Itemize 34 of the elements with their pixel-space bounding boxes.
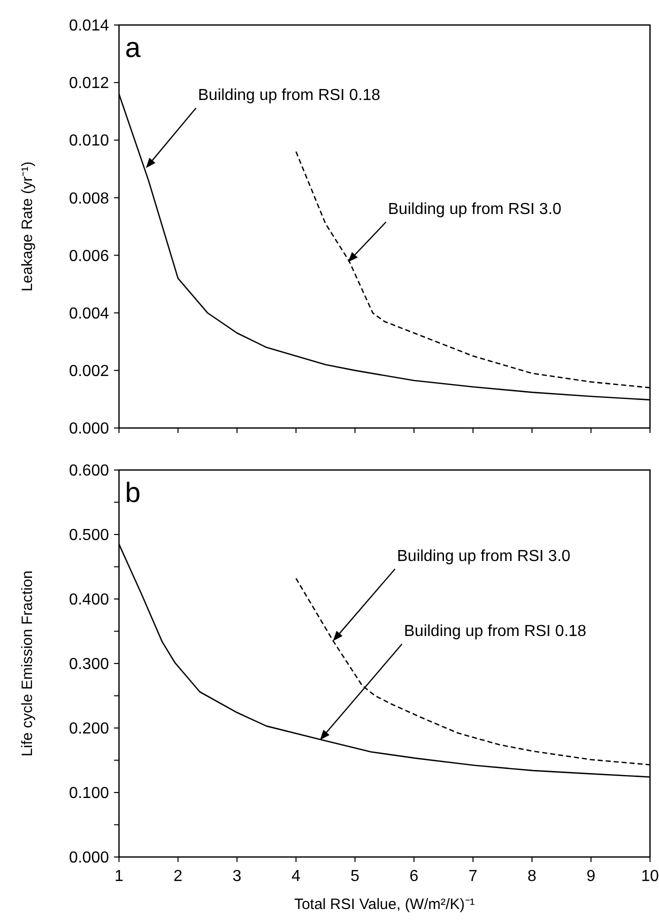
y-tick-label: 0.008 [68, 190, 110, 208]
chart-title: a [125, 32, 141, 63]
x-tick-label: 5 [350, 868, 360, 885]
y-tick-label: 0.000 [68, 420, 110, 438]
y-tick-label: 0.500 [68, 527, 110, 544]
x-tick-label: 1 [114, 868, 124, 885]
x-tick-label: 2 [174, 868, 183, 885]
x-tick-label: 9 [586, 868, 596, 885]
y-tick-label: 0.100 [68, 785, 110, 802]
y-tick-label: 0.600 [68, 462, 110, 480]
x-tick-label: 8 [528, 868, 537, 885]
y-tick-label: 0.014 [68, 18, 110, 35]
y-tick-label: 0.000 [68, 850, 110, 867]
y-tick-label: 0.200 [68, 720, 110, 738]
annotation: Building up from RSI 3.0 [388, 201, 562, 218]
x-tick-label: 3 [232, 868, 242, 885]
y-axis-title: Leakage Rate (yr⁻¹) [19, 161, 36, 292]
y-tick-label: 0.012 [68, 75, 110, 92]
annotation: Building up from RSI 3.0 [397, 548, 571, 565]
y-tick-label: 0.004 [68, 305, 110, 322]
x-axis-title: Total RSI Value, (W/m²/K)⁻¹ [294, 896, 475, 913]
annotation: Building up from RSI 0.18 [404, 623, 586, 640]
y-tick-label: 0.010 [68, 132, 110, 150]
y-axis-title: Life cycle Emission Fraction [19, 570, 36, 756]
y-tick-label: 0.006 [68, 248, 110, 265]
x-tick-label: 6 [410, 868, 419, 885]
y-tick-label: 0.400 [68, 592, 110, 609]
chart-title: b [125, 477, 141, 508]
x-tick-label: 7 [468, 868, 478, 885]
x-tick-label: 10 [641, 868, 659, 885]
x-tick-label: 4 [292, 868, 301, 885]
y-tick-label: 0.002 [68, 363, 110, 380]
annotation: Building up from RSI 0.18 [198, 87, 380, 104]
y-tick-label: 0.300 [68, 656, 110, 674]
